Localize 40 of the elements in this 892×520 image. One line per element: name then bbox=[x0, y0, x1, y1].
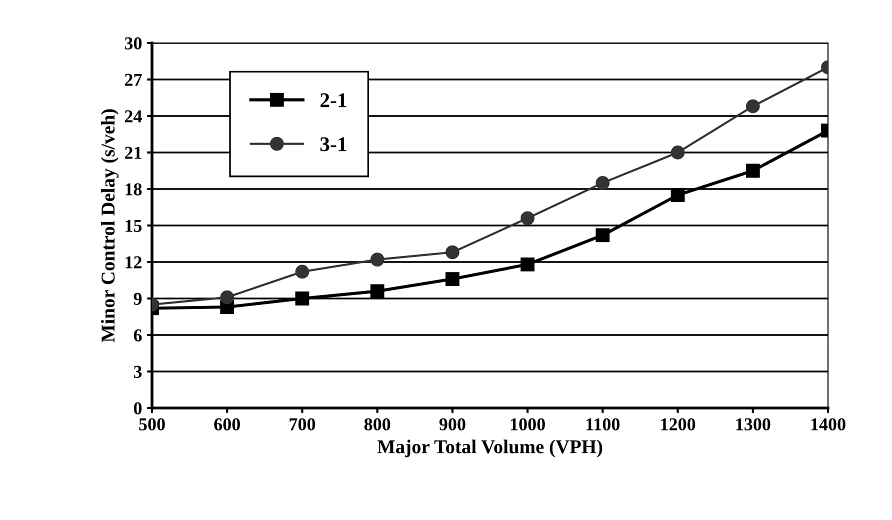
x-tick-label: 1000 bbox=[510, 418, 545, 430]
point bbox=[370, 284, 384, 298]
point bbox=[520, 211, 534, 226]
point bbox=[220, 290, 234, 304]
x-tick-label: 800 bbox=[364, 418, 390, 430]
y-axis-title: Minor Control Delay (s/veh) bbox=[100, 109, 119, 342]
y-tick-label: 24 bbox=[124, 110, 142, 122]
y-tick-label: 6 bbox=[134, 329, 142, 342]
point bbox=[295, 292, 310, 306]
x-tick-label: 700 bbox=[290, 418, 316, 430]
point bbox=[446, 245, 460, 260]
point bbox=[746, 164, 760, 178]
x-tick-label: 900 bbox=[439, 418, 466, 430]
point bbox=[596, 228, 610, 242]
legend-label: 2-1 bbox=[320, 93, 346, 108]
x-tick-label: 500 bbox=[139, 418, 165, 430]
legend-label: 3-1 bbox=[320, 137, 346, 152]
y-tick-label: 3 bbox=[134, 366, 142, 378]
point bbox=[520, 257, 534, 272]
y-tick-label: 27 bbox=[124, 74, 142, 86]
x-axis-title: Major Total Volume (VPH) bbox=[377, 440, 602, 458]
point bbox=[446, 272, 460, 286]
point bbox=[670, 188, 685, 202]
x-tick-label: 1100 bbox=[586, 418, 620, 430]
y-tick-label: 12 bbox=[126, 256, 142, 268]
point bbox=[596, 176, 610, 190]
y-tick-label: 0 bbox=[134, 402, 142, 414]
y-tick-label: 21 bbox=[124, 146, 142, 159]
point bbox=[670, 146, 685, 160]
x-tick-label: 1300 bbox=[736, 418, 770, 430]
y-tick-label: 30 bbox=[124, 37, 142, 50]
x-tick-label: 600 bbox=[214, 418, 240, 430]
x-tick-label: 1200 bbox=[661, 418, 696, 430]
y-tick-label: 15 bbox=[126, 220, 142, 232]
y-tick-label: 18 bbox=[126, 183, 142, 196]
x-tick-label: 1400 bbox=[811, 418, 846, 430]
y-tick-label: 9 bbox=[134, 292, 142, 305]
point bbox=[295, 264, 310, 279]
point bbox=[746, 99, 760, 114]
point bbox=[370, 252, 384, 267]
